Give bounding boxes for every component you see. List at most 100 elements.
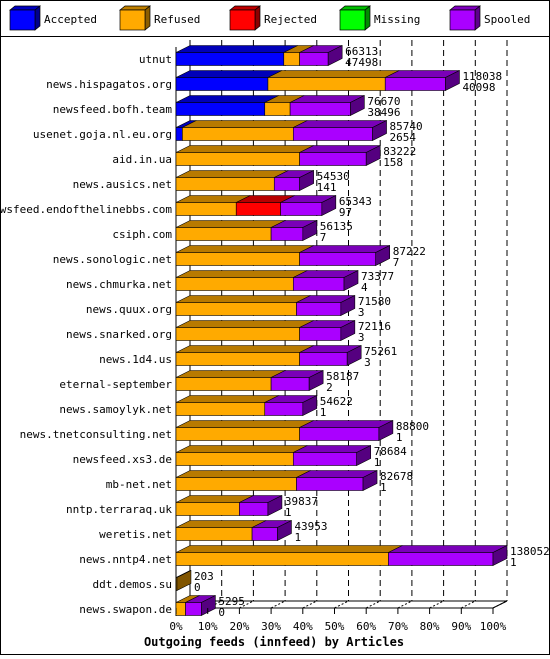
accepted-count-label: 3 (358, 331, 365, 344)
accepted-count-label: 47498 (345, 56, 378, 69)
legend-swatch-rejected (229, 5, 261, 31)
accepted-count-label: 1 (320, 406, 327, 419)
total-label: 75261 (364, 345, 397, 358)
bar-segment-accepted (175, 95, 279, 116)
bar-segment-refused (175, 520, 267, 541)
total-label: 65343 (339, 195, 372, 208)
bar-segment-accepted (175, 45, 298, 66)
legend-label-spooled: Spooled (484, 13, 530, 26)
bar-side (302, 395, 318, 416)
bar-segment-refused (175, 220, 286, 241)
bar-segment-spooled (289, 95, 365, 116)
accepted-count-label: 40098 (462, 81, 495, 94)
bar-segment-spooled (299, 145, 381, 166)
bar-segment-refused (175, 495, 254, 516)
legend-item-spooled: Spooled (449, 5, 530, 31)
total-label: 5295 (218, 595, 245, 608)
bar-segment-refused (175, 295, 311, 316)
bar-segment-spooled (292, 270, 359, 291)
accepted-count-label: 1 (380, 481, 387, 494)
total-label: 66313 (345, 45, 378, 58)
bar-weretis-net (175, 520, 292, 541)
bar-newsfeed-bofh-team (175, 95, 365, 116)
category-label: news.hispagatos.org (46, 78, 172, 91)
bar-side (327, 45, 343, 66)
legend-label-rejected: Rejected (264, 13, 317, 26)
accepted-count-label: 1 (294, 531, 301, 544)
legend-label-refused: Refused (154, 13, 200, 26)
total-label: 78684 (374, 445, 407, 458)
accepted-count-label: 158 (383, 156, 403, 169)
x-tick-label: 100% (480, 620, 507, 633)
bar-side (277, 520, 292, 541)
legend-swatch-accepted (9, 5, 41, 31)
total-label: 118038 (462, 70, 502, 83)
category-label: news.ausics.net (73, 178, 172, 191)
bar-segment-refused (175, 145, 314, 166)
bar-news-1d4-us (175, 345, 362, 366)
category-label: news.nntp4.net (79, 553, 172, 566)
bar-side (343, 270, 359, 291)
bar-segment-refused (175, 245, 314, 266)
floor-gridline (397, 600, 413, 609)
bar-side (375, 245, 391, 266)
bar-segment-rejected (235, 195, 295, 216)
accepted-count-label: 1 (510, 556, 517, 569)
bar-segment-refused (175, 545, 403, 566)
total-label: 54530 (317, 170, 350, 183)
bar-segment-spooled (273, 170, 314, 191)
bar-news-sonologic-net (175, 245, 391, 266)
accepted-count-label: 2654 (390, 131, 417, 144)
accepted-count-label: 38496 (367, 106, 400, 119)
bar-segment-spooled (384, 70, 460, 91)
bar-side (350, 95, 365, 116)
accepted-count-label: 141 (317, 181, 337, 194)
bar-segment-refused (175, 170, 289, 191)
category-label: newsfeed.endofthelinebbs.com (0, 203, 172, 216)
bar-news-samoylyk-net (175, 395, 318, 416)
bar-side (445, 70, 460, 91)
bar-segment-refused (182, 120, 308, 141)
total-label: 76670 (367, 95, 400, 108)
category-label: csiph.com (112, 228, 172, 241)
category-label: news.swapon.de (79, 603, 172, 616)
x-axis-title: Outgoing feeds (innfeed) by Articles (144, 635, 404, 649)
total-label: 87222 (393, 245, 426, 258)
category-label: usenet.goja.nl.eu.org (33, 128, 172, 141)
bar-segment-spooled (388, 545, 508, 566)
total-label: 39837 (285, 495, 318, 508)
legend: Accepted Refused Rejected Missing Spooled (0, 5, 550, 37)
floor-gridline (429, 600, 444, 609)
bar-side (176, 570, 192, 591)
bar-side (340, 320, 356, 341)
legend-swatch-missing (339, 5, 371, 31)
category-label: news.1d4.us (99, 353, 172, 366)
category-label: eternal-september (59, 378, 172, 391)
bar-side (365, 145, 381, 166)
bar-side (302, 220, 318, 241)
category-label: mb-net.net (106, 478, 172, 491)
accepted-count-label: 1 (396, 431, 403, 444)
accepted-count-label: 1 (285, 506, 292, 519)
bar-side (378, 420, 394, 441)
legend-item-refused: Refused (119, 5, 200, 31)
accepted-count-label: 1 (374, 456, 381, 469)
x-tick-label: 20% (229, 620, 249, 633)
bar-side (321, 195, 337, 216)
bar-segment-refused (175, 470, 311, 491)
bar-side (346, 345, 362, 366)
bar-segment-accepted (175, 70, 283, 91)
x-tick-label: 30% (261, 620, 281, 633)
floor-gridline (239, 600, 254, 609)
bar-news-ausics-net (175, 170, 314, 191)
accepted-count-label: 2 (326, 381, 333, 394)
accepted-count-label: 4 (361, 281, 368, 294)
legend-item-accepted: Accepted (9, 5, 97, 31)
total-label: 82678 (380, 470, 413, 483)
category-label: news.sonologic.net (53, 253, 172, 266)
bar-segment-refused (175, 395, 279, 416)
accepted-count-label: 7 (393, 256, 400, 269)
bar-segment-refused (175, 270, 308, 291)
